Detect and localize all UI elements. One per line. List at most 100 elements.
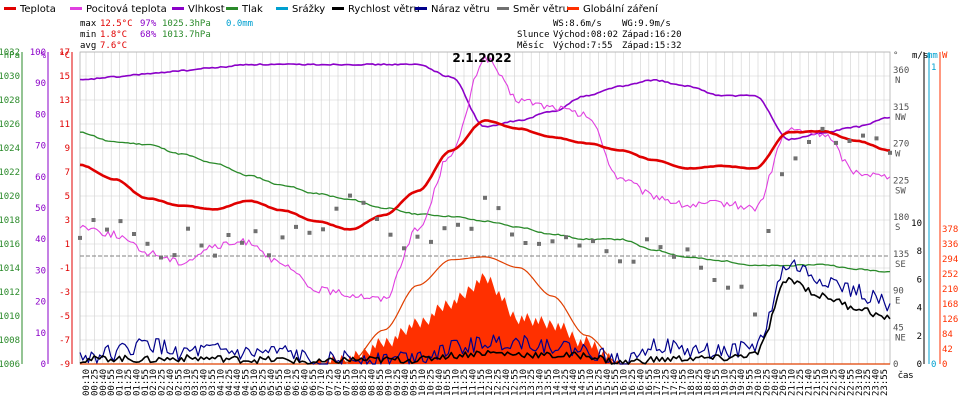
x-tick-label: 01:55 [141, 369, 151, 396]
x-tick-label: 19:40 [737, 369, 747, 396]
wind-direction-point [307, 230, 312, 235]
x-tick-label: 03:10 [183, 369, 193, 396]
wind-direction-point [240, 240, 244, 245]
stat-moon-label: Měsíc [517, 41, 544, 51]
x-tick-label: 17:55 [678, 369, 688, 396]
wind-dir-tick-label: 360 [893, 66, 909, 76]
x-tick-label: 22:25 [830, 369, 840, 396]
x-tick-label: 16:10 [620, 369, 630, 396]
wind-direction-point [145, 241, 150, 246]
wind-direction-point [847, 139, 852, 143]
wind-direction-point [91, 218, 96, 222]
x-tick-label: 06:10 [284, 369, 294, 396]
wind-direction-point [375, 217, 379, 221]
wind-speed-tick-label: 6 [917, 275, 922, 285]
pressure-tick-label: 1028 [0, 96, 20, 106]
wind-direction-point [334, 206, 339, 211]
stat-max-label: max [80, 19, 97, 29]
wind-direction-point [820, 126, 825, 131]
x-tick-label: 23:55 [880, 369, 890, 396]
x-tick-label: 11:55 [477, 369, 487, 396]
temperature-tick-label: -5 [59, 312, 70, 322]
legend-swatch [415, 7, 427, 10]
x-tick-label: 18:55 [712, 369, 722, 396]
temperature-tick-label: 17 [59, 48, 70, 58]
wind-direction-point [888, 150, 892, 155]
wind-direction-point [793, 156, 798, 161]
x-tick-label: 20:25 [762, 369, 772, 396]
x-tick-label: 23:40 [872, 369, 882, 396]
temperature-tick-label: 11 [59, 120, 70, 130]
stat-avg-label: avg [80, 41, 96, 51]
x-tick-label: 12:40 [502, 369, 512, 396]
wind-speed-tick-label: 4 [917, 304, 922, 314]
x-tick-label: 19:25 [729, 369, 739, 396]
temperature-tick-label: 5 [65, 192, 70, 202]
x-tick-label: 11:10 [452, 369, 462, 396]
x-tick-label: 23:25 [863, 369, 873, 396]
wind-direction-point [510, 232, 514, 237]
wind-direction-point [550, 239, 555, 244]
legend-label: Teplota [19, 4, 56, 15]
x-tick-label: 09:55 [410, 369, 420, 396]
x-tick-label: 05:10 [250, 369, 260, 396]
wind-dir-letter: NE [895, 333, 906, 343]
radiation-tick-label: 252 [942, 270, 958, 280]
temperature-tick-label: 7 [65, 168, 70, 178]
x-tick-label: 22:10 [821, 369, 831, 396]
radiation-tick-label: 126 [942, 315, 958, 325]
stat-min-temp: 1.8°C [100, 30, 127, 40]
wind-speed-tick-label: 0 [917, 360, 922, 370]
pressure-tick-label: 1022 [0, 168, 20, 178]
wind-direction-point [834, 140, 838, 145]
x-tick-label: 02:40 [166, 369, 176, 396]
wind-direction-point [712, 278, 717, 282]
x-tick-label: 21:25 [796, 369, 806, 396]
humidity-tick-label: 100 [30, 48, 46, 58]
pressure-line [79, 131, 891, 273]
humidity-tick-label: 60 [35, 173, 46, 183]
x-tick-label: 18:25 [695, 369, 705, 396]
humidity-axis-unit: % [41, 51, 47, 61]
stat-avg-temp: 7.6°C [100, 41, 127, 51]
wind-direction-point [199, 243, 204, 248]
x-tick-label: 20:40 [771, 369, 781, 396]
legend-label: Pocitová teplota [86, 3, 167, 15]
humidity-tick-label: 30 [35, 266, 46, 276]
grid [79, 51, 891, 365]
temperature-tick-label: 1 [65, 240, 70, 250]
wind-dir-tick-label: 135 [893, 250, 909, 260]
wind-direction-point [456, 222, 460, 227]
x-tick-label: 09:40 [401, 369, 411, 396]
x-tick-label: 07:55 [342, 369, 352, 396]
x-tick-label: 17:10 [653, 369, 663, 396]
pressure-tick-label: 1008 [0, 336, 20, 346]
right-axes: °360N315NW270W225SW180S135SE90E45NE0m/s1… [893, 51, 958, 370]
pressure-tick-label: 1032 [0, 48, 20, 58]
x-tick-label: 12:55 [510, 369, 520, 396]
legend-swatch [332, 7, 344, 10]
x-tick-label: 14:40 [569, 369, 579, 396]
radiation-tick-label: 84 [942, 330, 953, 340]
wind-dir-tick-label: 270 [893, 140, 909, 150]
pressure-tick-label: 1026 [0, 120, 20, 130]
x-tick-label: 21:10 [788, 369, 798, 396]
wind-direction-point [132, 232, 136, 236]
wind-direction-point [739, 284, 744, 289]
wind-direction-point [253, 229, 258, 234]
x-tick-label: 13:25 [527, 369, 537, 396]
stat-moon-set: Západ:15:32 [622, 41, 682, 51]
pressure-axis-unit: hPa [4, 51, 20, 61]
wind-direction-point [564, 235, 568, 240]
legend-label: Náraz větru [431, 3, 490, 15]
radiation-tick-label: 336 [942, 240, 958, 250]
stat-sun-label: Slunce [517, 30, 550, 40]
wind-dir-tick-label: 225 [893, 176, 909, 186]
stat-max-temp: 12.5°C [100, 19, 133, 29]
x-tick-label: 04:25 [225, 369, 235, 396]
x-tick-label: 08:40 [368, 369, 378, 396]
radiation-tick-label: 378 [942, 225, 958, 235]
x-tick-label: 23:10 [855, 369, 865, 396]
x-tick-label: 09:10 [384, 369, 394, 396]
x-tick-label: 17:25 [662, 369, 672, 396]
